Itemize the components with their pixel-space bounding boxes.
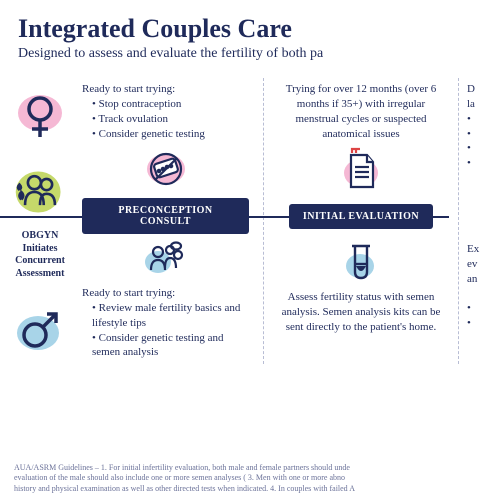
couple-icon	[12, 164, 68, 220]
stage-next: Dla•••• Exevan••	[458, 78, 500, 364]
testtube-icon	[278, 240, 444, 284]
male-text: Assess fertility status with semen analy…	[278, 290, 444, 335]
male-text: Ready to start trying: • Review male fer…	[82, 286, 249, 360]
footer-guidelines: AUA/ASRM Guidelines – 1. For initial inf…	[14, 463, 500, 494]
stage-initial: Trying for over 12 months (over 6 months…	[263, 78, 458, 364]
people-icon	[82, 240, 249, 280]
stage-pill: INITIAL EVALUATION	[289, 204, 433, 229]
sidebar: OBGYN Initiates Concurrent Assessment	[12, 78, 68, 364]
female-icon	[12, 90, 68, 146]
male-text: Exevan••	[467, 242, 500, 331]
page-title: Integrated Couples Care	[18, 14, 482, 44]
female-text: Ready to start trying: • Stop contracept…	[82, 82, 249, 141]
contraception-icon	[82, 147, 249, 191]
stage-pill: PRECONCEPTION CONSULT	[82, 198, 249, 234]
obgyn-label: OBGYN Initiates Concurrent Assessment	[12, 230, 68, 280]
page-subtitle: Designed to assess and evaluate the fert…	[18, 46, 482, 62]
female-text: Trying for over 12 months (over 6 months…	[278, 82, 444, 141]
female-text: Dla••••	[467, 82, 500, 171]
stage-preconception: Ready to start trying: • Stop contracept…	[68, 78, 263, 364]
diagram: OBGYN Initiates Concurrent Assessment Re…	[0, 70, 500, 364]
document-icon	[278, 147, 444, 193]
male-icon	[12, 302, 68, 358]
